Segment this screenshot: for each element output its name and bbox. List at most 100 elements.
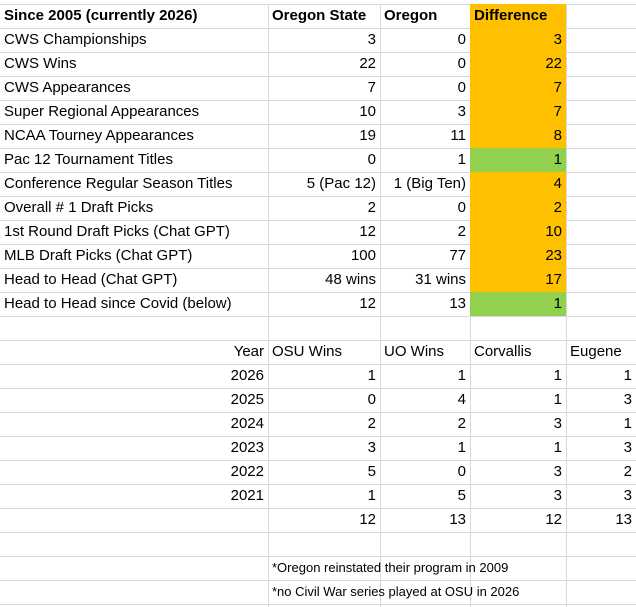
year-cell[interactable]: 2024	[230, 415, 264, 432]
gridline-horizontal	[0, 220, 636, 221]
gridline-horizontal	[0, 532, 636, 533]
corvallis-cell[interactable]: 3	[553, 463, 562, 480]
summary-difference-value[interactable]: 1	[470, 148, 566, 172]
osu-wins-cell[interactable]: 2	[367, 415, 376, 432]
summary-uo-value[interactable]: 0	[457, 31, 466, 48]
gridline-horizontal	[0, 460, 636, 461]
summary-osu-value[interactable]: 48 wins	[325, 271, 376, 288]
summary-difference-value[interactable]: 17	[470, 268, 566, 292]
summary-row-label[interactable]: Conference Regular Season Titles	[4, 175, 233, 192]
summary-uo-value[interactable]: 1	[457, 151, 466, 168]
osu-wins-cell[interactable]: 0	[367, 391, 376, 408]
summary-difference-value[interactable]: 8	[470, 124, 566, 148]
eugene-cell[interactable]: 3	[623, 487, 632, 504]
summary-difference-value[interactable]: 10	[470, 220, 566, 244]
summary-row-label[interactable]: 1st Round Draft Picks (Chat GPT)	[4, 223, 230, 240]
footnote[interactable]: *no Civil War series played at OSU in 20…	[272, 584, 520, 599]
total-uo-wins[interactable]: 13	[449, 511, 466, 528]
gridline-horizontal	[0, 268, 636, 269]
eugene-cell[interactable]: 1	[623, 367, 632, 384]
summary-osu-value[interactable]: 12	[359, 223, 376, 240]
summary-row-label[interactable]: CWS Wins	[4, 55, 77, 72]
header-since-2005[interactable]: Since 2005 (currently 2026)	[4, 7, 198, 24]
year-cell[interactable]: 2025	[230, 391, 264, 408]
summary-uo-value[interactable]: 0	[457, 79, 466, 96]
summary-uo-value[interactable]: 1 (Big Ten)	[393, 175, 466, 192]
year-cell[interactable]: 2021	[230, 487, 264, 504]
gridline-horizontal	[0, 4, 636, 5]
total-corvallis[interactable]: 12	[545, 511, 562, 528]
eugene-cell[interactable]: 3	[623, 391, 632, 408]
summary-osu-value[interactable]: 12	[359, 295, 376, 312]
year-cell[interactable]: 2023	[230, 439, 264, 456]
summary-uo-value[interactable]: 31 wins	[415, 271, 466, 288]
summary-uo-value[interactable]: 13	[449, 295, 466, 312]
uo-wins-cell[interactable]: 1	[457, 439, 466, 456]
total-eugene[interactable]: 13	[615, 511, 632, 528]
corvallis-cell[interactable]: 1	[553, 367, 562, 384]
summary-difference-value[interactable]: 23	[470, 244, 566, 268]
eugene-cell[interactable]: 2	[623, 463, 632, 480]
summary-row-label[interactable]: CWS Appearances	[4, 79, 131, 96]
summary-osu-value[interactable]: 3	[367, 31, 376, 48]
uo-wins-cell[interactable]: 1	[457, 367, 466, 384]
osu-wins-cell[interactable]: 5	[367, 463, 376, 480]
total-osu-wins[interactable]: 12	[359, 511, 376, 528]
summary-difference-value[interactable]: 4	[470, 172, 566, 196]
summary-row-label[interactable]: MLB Draft Picks (Chat GPT)	[4, 247, 193, 264]
osu-wins-cell[interactable]: 1	[367, 367, 376, 384]
corvallis-cell[interactable]: 1	[553, 391, 562, 408]
summary-row-label[interactable]: Head to Head since Covid (below)	[4, 295, 232, 312]
summary-uo-value[interactable]: 0	[457, 199, 466, 216]
summary-osu-value[interactable]: 0	[367, 151, 376, 168]
header-oregon[interactable]: Oregon	[384, 7, 438, 24]
summary-uo-value[interactable]: 11	[450, 127, 466, 144]
gridline-horizontal	[0, 76, 636, 77]
summary-difference-value[interactable]: 7	[470, 76, 566, 100]
summary-difference-value[interactable]: 7	[470, 100, 566, 124]
year-cell[interactable]: 2026	[230, 367, 264, 384]
summary-difference-value[interactable]: 2	[470, 196, 566, 220]
header-corvallis[interactable]: Corvallis	[474, 343, 532, 360]
footnote[interactable]: *Oregon reinstated their program in 2009	[272, 560, 509, 575]
corvallis-cell[interactable]: 1	[553, 439, 562, 456]
summary-osu-value[interactable]: 2	[367, 199, 376, 216]
summary-row-label[interactable]: CWS Championships	[4, 31, 147, 48]
summary-uo-value[interactable]: 3	[457, 103, 466, 120]
gridline-horizontal	[0, 412, 636, 413]
corvallis-cell[interactable]: 3	[553, 415, 562, 432]
summary-osu-value[interactable]: 100	[350, 247, 376, 264]
summary-row-label[interactable]: Super Regional Appearances	[4, 103, 200, 120]
header-eugene[interactable]: Eugene	[570, 343, 622, 360]
header-difference[interactable]: Difference	[470, 4, 566, 28]
summary-uo-value[interactable]: 77	[449, 247, 466, 264]
summary-difference-value[interactable]: 22	[470, 52, 566, 76]
summary-osu-value[interactable]: 22	[359, 55, 376, 72]
osu-wins-cell[interactable]: 1	[367, 487, 376, 504]
header-year[interactable]: Year	[233, 343, 264, 360]
uo-wins-cell[interactable]: 2	[457, 415, 466, 432]
header-osu-wins[interactable]: OSU Wins	[272, 343, 343, 360]
summary-osu-value[interactable]: 5 (Pac 12)	[306, 175, 376, 192]
summary-difference-value[interactable]: 1	[470, 292, 566, 316]
summary-row-label[interactable]: Overall # 1 Draft Picks	[4, 199, 154, 216]
summary-osu-value[interactable]: 10	[359, 103, 376, 120]
summary-row-label[interactable]: Head to Head (Chat GPT)	[4, 271, 178, 288]
year-cell[interactable]: 2022	[230, 463, 264, 480]
eugene-cell[interactable]: 1	[623, 415, 632, 432]
uo-wins-cell[interactable]: 5	[457, 487, 466, 504]
header-oregon-state[interactable]: Oregon State	[272, 7, 367, 24]
uo-wins-cell[interactable]: 0	[457, 463, 466, 480]
summary-difference-value[interactable]: 3	[470, 28, 566, 52]
summary-osu-value[interactable]: 19	[359, 127, 376, 144]
summary-uo-value[interactable]: 0	[457, 55, 466, 72]
osu-wins-cell[interactable]: 3	[367, 439, 376, 456]
summary-osu-value[interactable]: 7	[367, 79, 376, 96]
eugene-cell[interactable]: 3	[623, 439, 632, 456]
summary-uo-value[interactable]: 2	[457, 223, 466, 240]
summary-row-label[interactable]: Pac 12 Tournament Titles	[4, 151, 173, 168]
uo-wins-cell[interactable]: 4	[457, 391, 466, 408]
corvallis-cell[interactable]: 3	[553, 487, 562, 504]
summary-row-label[interactable]: NCAA Tourney Appearances	[4, 127, 194, 144]
header-uo-wins[interactable]: UO Wins	[384, 343, 444, 360]
